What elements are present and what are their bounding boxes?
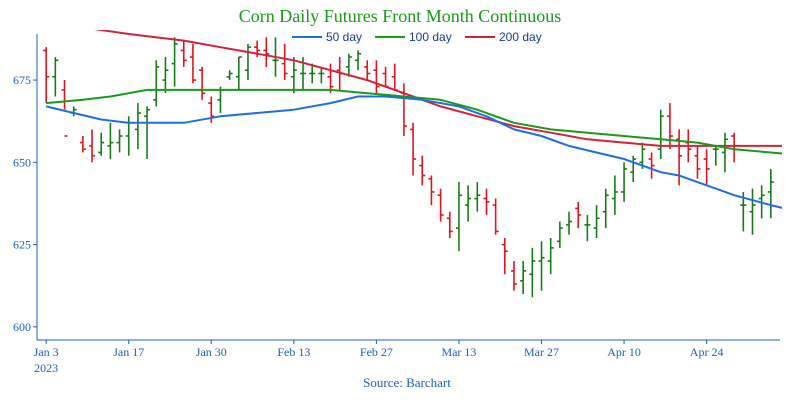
ohlc-bar — [52, 57, 59, 97]
ohlc-bar — [281, 43, 288, 81]
ohlc-bar — [602, 188, 609, 229]
ohlc-bar — [437, 188, 444, 222]
ohlc-bar — [189, 43, 196, 84]
price-bars — [43, 37, 774, 298]
ohlc-bar — [79, 136, 86, 153]
ohlc-bar — [501, 238, 508, 275]
ohlc-bar — [566, 211, 573, 235]
ohlc-bar — [235, 56, 242, 90]
legend-label: 100 day — [409, 30, 452, 44]
ohlc-bar — [694, 145, 701, 179]
ohlc-bar — [263, 37, 270, 67]
legend-label: 50 day — [326, 30, 362, 44]
ohlc-bar — [529, 247, 536, 298]
ohlc-bar — [391, 63, 398, 91]
ohlc-bar — [721, 132, 728, 173]
ohlc-bar — [593, 205, 600, 238]
legend: 50 day 100 day 200 day — [292, 30, 542, 44]
ohlc-bar — [446, 211, 453, 238]
ma100-line — [46, 88, 782, 155]
x-tick-label: Jan 30 — [196, 345, 227, 359]
ohlc-bar — [483, 188, 490, 215]
ohlc-bar — [318, 66, 325, 84]
ohlc-bar — [455, 182, 462, 252]
ohlc-bar — [492, 198, 499, 235]
x-tick-label: Feb 27 — [360, 345, 393, 359]
ohlc-bar — [244, 43, 251, 81]
x-axis-ticks: Jan 3 2023 Jan 17 Jan 30 Feb 13 Feb 27 Mar 13 M… — [34, 340, 724, 375]
x-tick-label: Mar 27 — [524, 345, 559, 359]
y-axis-ticks: 600 625 650 675 — [13, 73, 37, 334]
legend-label: 200 day — [499, 30, 542, 44]
ohlc-bar — [364, 60, 371, 81]
ohlc-bar — [419, 155, 426, 186]
ohlc-bar — [611, 175, 618, 215]
ohlc-bar — [43, 47, 50, 104]
x-tick-label: Jan 3 — [34, 345, 59, 359]
ma50-line — [45, 95, 782, 209]
chart-title: Corn Daily Futures Front Month Continuou… — [239, 6, 562, 26]
y-tick-label: 625 — [13, 238, 31, 252]
axes — [36, 34, 780, 341]
ohlc-bar — [749, 188, 756, 235]
ohlc-bar — [428, 175, 435, 206]
ohlc-bar — [180, 40, 187, 67]
x-tick-label: Apr 10 — [607, 345, 641, 359]
ohlc-bar — [107, 122, 114, 160]
ohlc-bar — [309, 63, 316, 84]
ohlc-bar — [345, 53, 352, 77]
ohlc-bar — [70, 106, 77, 117]
x-tick-sublabel: 2023 — [34, 361, 58, 375]
ohlc-bar — [162, 57, 169, 94]
ohlc-bar — [538, 241, 545, 291]
ohlc-bar — [171, 37, 178, 87]
ohlc-bar — [98, 132, 105, 156]
moving-average-lines — [45, 30, 782, 209]
ohlc-bar — [630, 155, 637, 183]
ohlc-bar — [410, 122, 417, 176]
x-tick-label: Jan 17 — [113, 345, 144, 359]
ohlc-bar — [465, 185, 472, 222]
ohlc-bar — [510, 261, 517, 291]
ohlc-bar — [703, 149, 710, 186]
ohlc-bar — [61, 80, 68, 137]
ohlc-bar — [226, 70, 233, 81]
ohlc-bar — [474, 182, 481, 212]
ohlc-bar — [520, 261, 527, 294]
ohlc-bar — [666, 103, 673, 150]
ohlc-bar — [657, 109, 664, 160]
ohlc-bar — [648, 152, 655, 179]
x-tick-label: Apr 24 — [690, 345, 724, 359]
ohlc-bar — [355, 50, 362, 71]
ohlc-bar — [575, 201, 582, 229]
ohlc-bar — [199, 66, 206, 100]
ohlc-bar — [639, 142, 646, 169]
x-tick-label: Feb 13 — [277, 345, 310, 359]
ohlc-bar — [89, 129, 96, 163]
x-tick-label: Mar 13 — [441, 345, 476, 359]
ohlc-bar — [400, 83, 407, 136]
ohlc-bar — [153, 60, 160, 107]
ohlc-bar — [547, 238, 554, 275]
ohlc-bar — [767, 168, 774, 219]
ohlc-bar — [556, 221, 563, 248]
ohlc-bar — [621, 162, 628, 202]
ohlc-bar — [134, 103, 141, 150]
y-tick-label: 675 — [13, 73, 31, 87]
ohlc-bar — [712, 145, 719, 166]
ohlc-bar — [382, 66, 389, 88]
y-tick-label: 650 — [13, 155, 31, 169]
ohlc-bar — [144, 106, 151, 160]
ohlc-bar — [373, 60, 380, 94]
y-tick-label: 600 — [13, 320, 31, 334]
source-label: Source: Barchart — [363, 375, 451, 390]
ohlc-bar — [290, 57, 297, 94]
ohlc-bar — [731, 132, 738, 163]
ohlc-bar — [116, 129, 123, 153]
ohlc-bar — [327, 63, 334, 94]
ohlc-bar — [584, 214, 591, 242]
